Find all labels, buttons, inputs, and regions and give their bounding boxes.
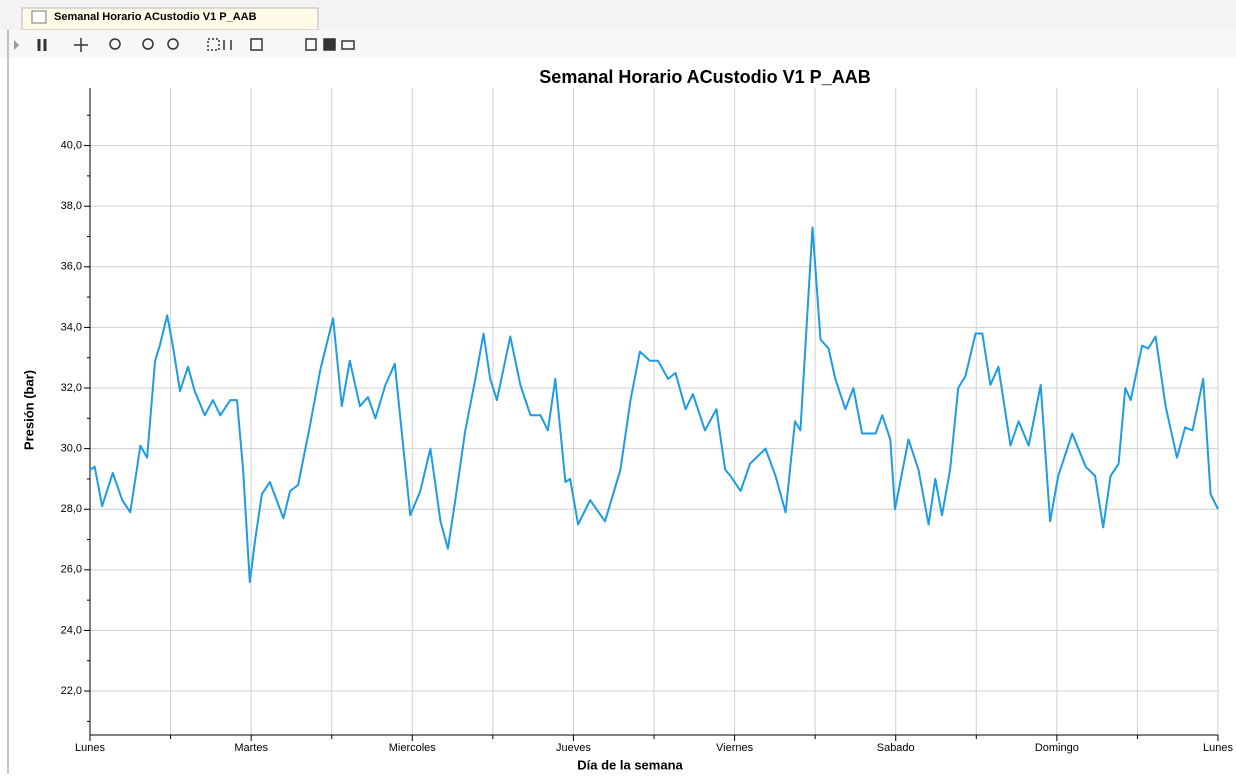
zoom-out-button[interactable] [142, 38, 154, 50]
data-line [89, 226, 1219, 583]
copy-button[interactable] [305, 38, 317, 51]
select-button[interactable] [207, 38, 220, 51]
y-tick-label: 36,0 [61, 261, 82, 273]
pause-button[interactable] [37, 39, 47, 51]
x-tick-label: Domingo [1035, 742, 1079, 754]
plot-area: 22,0 24,0 26,0 28,0 30,0 32,0 34,0 36,0 38,0 40,0… [61, 88, 1233, 754]
x-tick-label: Sabado [877, 742, 915, 754]
zoom-in-button[interactable] [167, 38, 179, 50]
properties-button[interactable] [250, 38, 263, 51]
chart-title: Semanal Horario ACustodio V1 P_AAB [539, 67, 870, 87]
tab-icon [31, 10, 47, 24]
x-tick-label: Martes [234, 742, 268, 754]
fit-button[interactable] [223, 40, 232, 50]
toolbar-icons [14, 38, 355, 52]
toolbar [0, 30, 1236, 58]
x-axis-label: Día de la semana [577, 757, 683, 772]
x-tick-label: Lunes [1203, 742, 1233, 754]
y-tick-label: 32,0 [61, 382, 82, 394]
tab-title: Semanal Horario ACustodio V1 P_AAB [54, 11, 257, 23]
y-tick-label: 26,0 [61, 564, 82, 576]
y-tick-label: 30,0 [61, 443, 82, 455]
y-axis-label: Presión (bar) [21, 370, 36, 450]
y-tick-label: 24,0 [61, 624, 82, 636]
x-tick-label: Viernes [716, 742, 754, 754]
pan-button[interactable] [74, 38, 88, 52]
y-tick-label: 38,0 [61, 200, 82, 212]
y-tick-label: 40,0 [61, 139, 82, 151]
save-button[interactable] [323, 38, 336, 51]
play-button[interactable] [14, 40, 19, 50]
x-tick-label: Miercoles [389, 742, 437, 754]
y-tick-label: 22,0 [61, 685, 82, 697]
x-tick-label: Jueves [556, 742, 591, 754]
x-tick-label: Lunes [75, 742, 105, 754]
y-tick-label: 34,0 [61, 321, 82, 333]
zoom-select-button[interactable] [109, 38, 121, 50]
y-tick-label: 28,0 [61, 503, 82, 515]
print-button[interactable] [341, 40, 355, 50]
